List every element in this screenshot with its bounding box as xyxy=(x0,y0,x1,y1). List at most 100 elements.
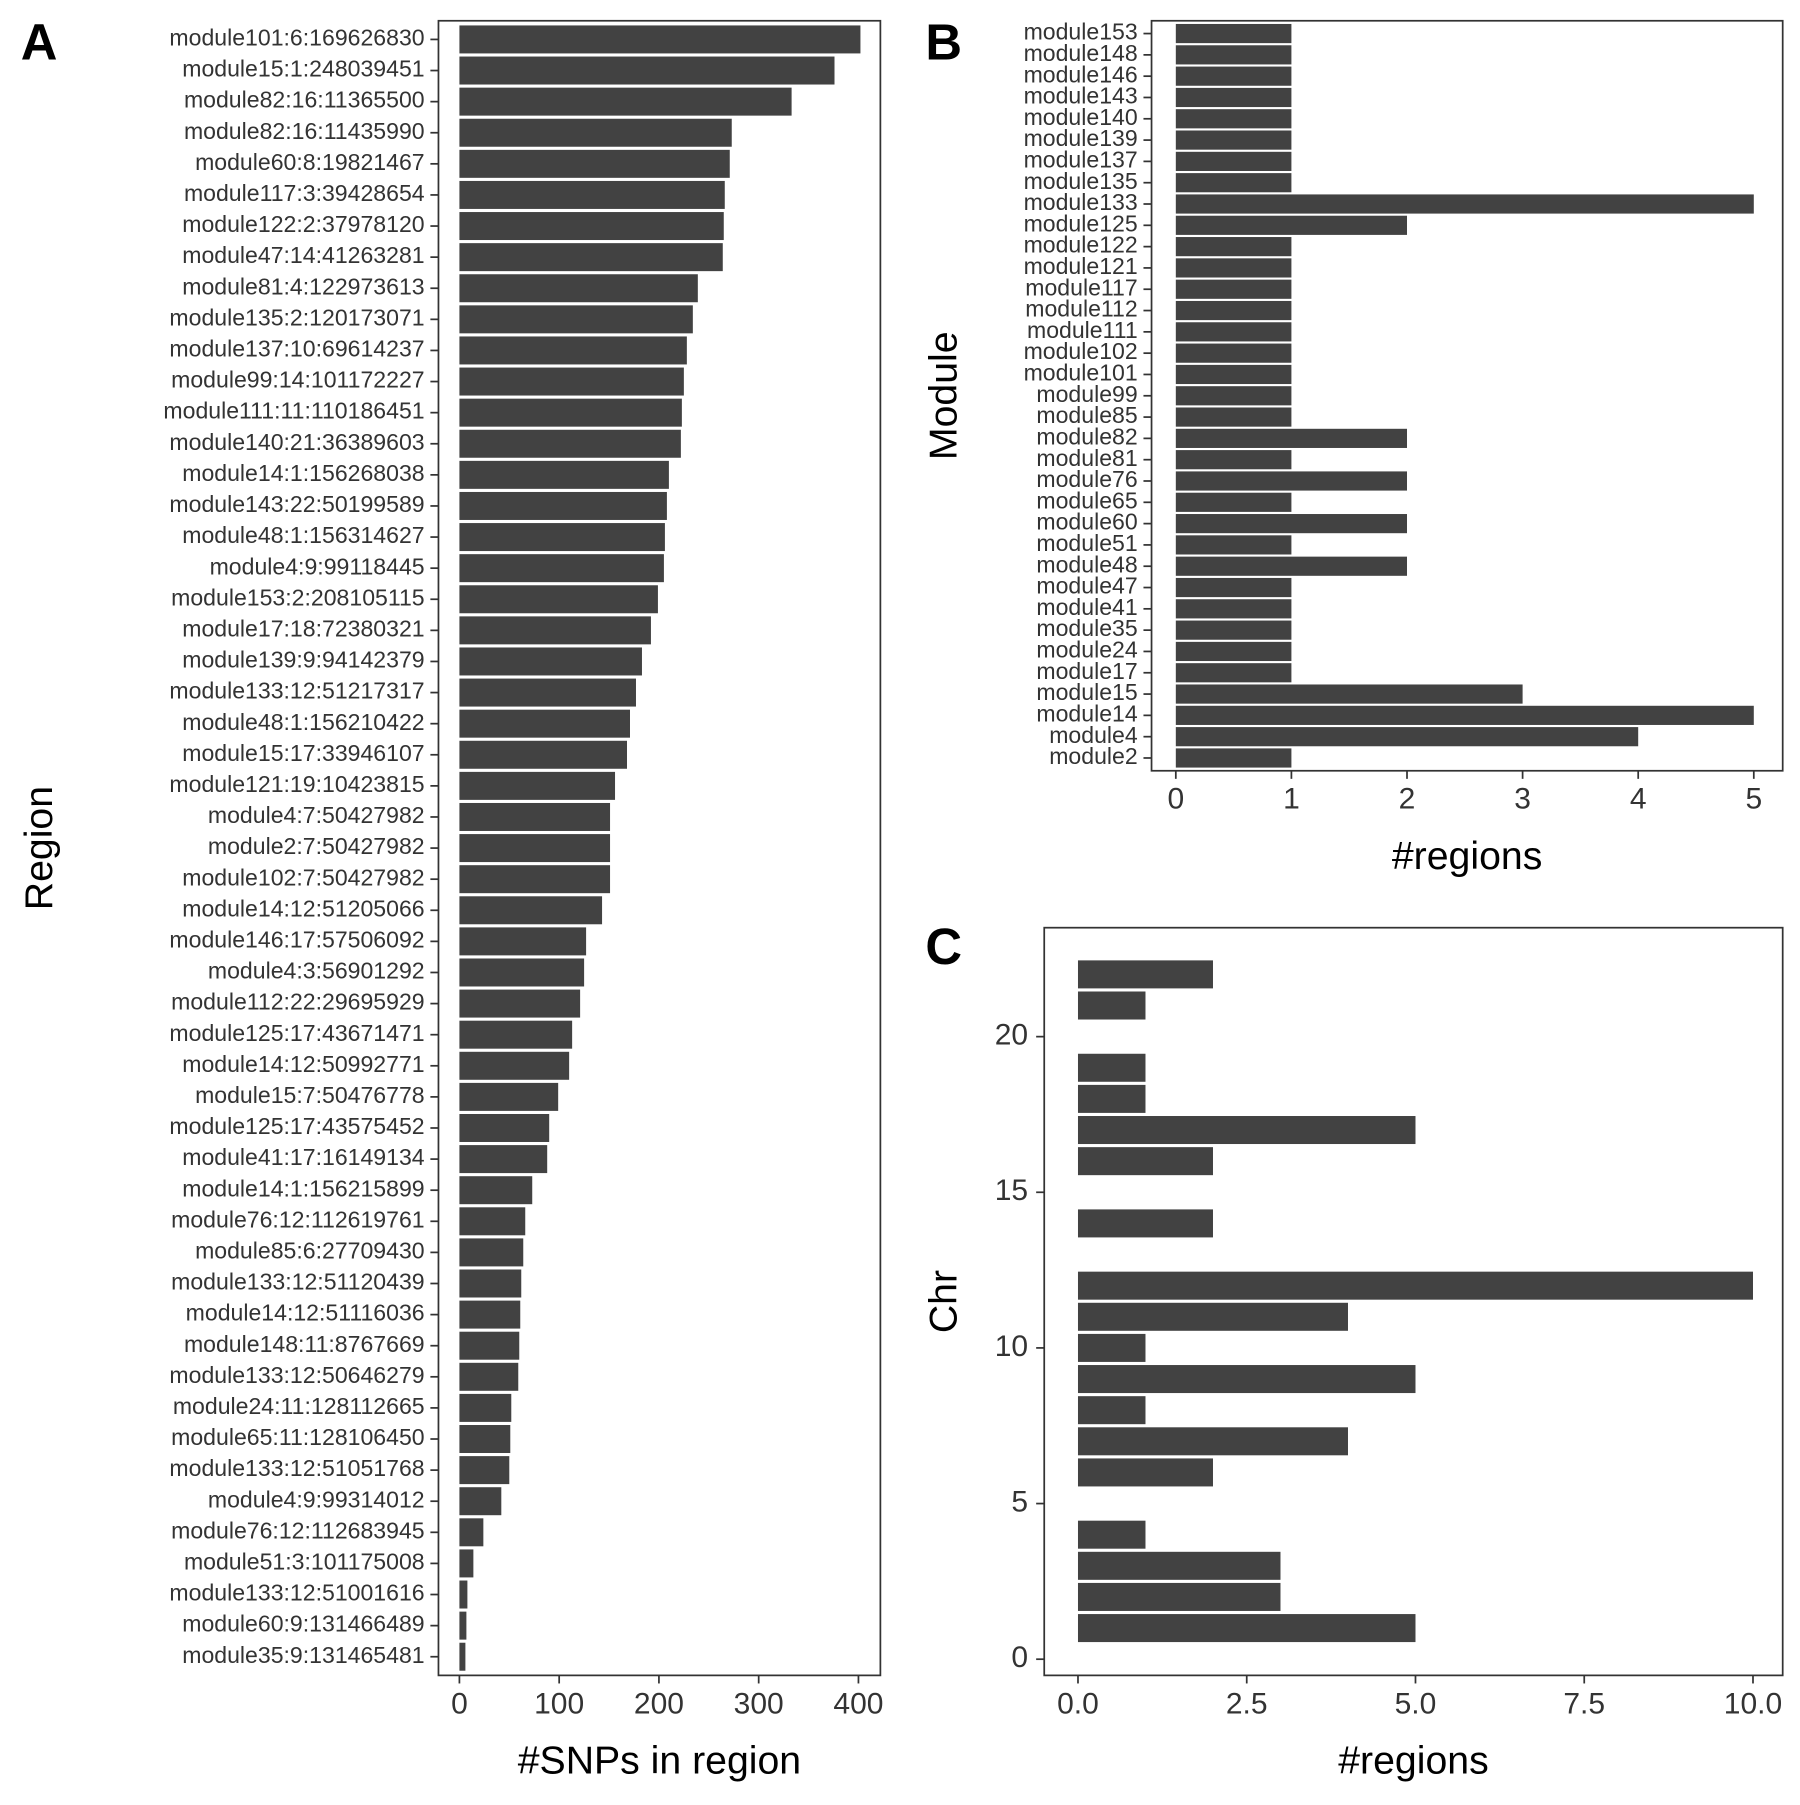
y-tick-label: module4:9:99118445 xyxy=(210,553,425,579)
bar xyxy=(459,989,581,1018)
bar xyxy=(1175,300,1292,321)
y-tick-label: module51 xyxy=(1036,530,1137,556)
y-tick-label: module133:12:51051768 xyxy=(169,1455,424,1481)
y-tick-label: module82 xyxy=(1036,423,1137,449)
y-tick-label: module133:12:51217317 xyxy=(169,678,424,704)
y-tick-label: module15 xyxy=(1036,679,1137,705)
bar xyxy=(1175,556,1408,576)
bar xyxy=(459,180,725,209)
bar xyxy=(459,491,667,520)
y-tick-label: module14:1:156268038 xyxy=(182,460,424,486)
bar xyxy=(1077,1582,1281,1611)
bar xyxy=(1175,492,1292,512)
x-tick-label: 3 xyxy=(1514,783,1531,816)
y-tick-label: module133:12:51001616 xyxy=(169,1580,424,1606)
y-tick-label: module60:9:131466489 xyxy=(182,1611,424,1637)
bar xyxy=(1175,151,1292,171)
bar xyxy=(1077,1396,1146,1425)
y-tick-label: module140 xyxy=(1024,104,1138,130)
y-tick-label: module51:3:101175008 xyxy=(184,1549,425,1575)
y-tick-label: module4:9:99314012 xyxy=(208,1486,425,1512)
bar xyxy=(1175,279,1292,299)
y-tick-label: module81 xyxy=(1036,445,1137,471)
bar xyxy=(459,1393,512,1422)
y-tick-label: module14:12:50992771 xyxy=(182,1051,424,1077)
y-tick-label: module148 xyxy=(1024,40,1138,66)
y-tick-label: module76:12:112683945 xyxy=(171,1517,424,1543)
y-tick-label: module48:1:156210422 xyxy=(182,709,424,735)
bar xyxy=(1175,663,1292,683)
y-tick-label: module112 xyxy=(1025,296,1137,322)
y-tick-label: module14 xyxy=(1036,700,1137,726)
panel-letter: C xyxy=(925,918,962,975)
bar xyxy=(459,1331,520,1360)
bar xyxy=(1175,428,1408,448)
y-tick-label: module14:1:156215899 xyxy=(182,1175,424,1201)
bar xyxy=(459,118,732,147)
bar xyxy=(459,802,611,831)
bar xyxy=(459,1642,466,1671)
y-tick-label: module14:12:51205066 xyxy=(182,895,424,921)
y-tick-label: module117:3:39428654 xyxy=(184,180,425,206)
y-tick-label: module153:2:208105115 xyxy=(171,584,424,610)
y-tick-label: module111 xyxy=(1027,317,1138,343)
y-tick-label: module139:9:94142379 xyxy=(182,647,424,673)
bar xyxy=(459,834,611,863)
bar xyxy=(459,709,630,738)
panel-letter: A xyxy=(21,14,58,71)
y-tick-label: module82:16:11365500 xyxy=(184,87,425,113)
bar xyxy=(459,616,651,645)
panel-border xyxy=(1043,926,1784,1677)
y-tick-label: module143 xyxy=(1024,83,1138,109)
bar xyxy=(1175,599,1292,619)
bar xyxy=(1077,1427,1348,1456)
bar xyxy=(459,1456,510,1485)
bar xyxy=(1077,1209,1213,1238)
bar xyxy=(1175,109,1292,129)
bar xyxy=(459,305,693,334)
bar xyxy=(459,740,628,769)
y-tick-label: module35 xyxy=(1036,615,1137,641)
bar xyxy=(459,1238,524,1267)
bar xyxy=(459,1145,548,1174)
y-axis-title: Module xyxy=(922,331,966,460)
x-tick-label: 2.5 xyxy=(1226,1687,1268,1720)
y-tick-label: module48 xyxy=(1036,551,1137,577)
bar xyxy=(1175,514,1408,534)
bar xyxy=(1175,343,1292,363)
bar xyxy=(1175,215,1408,235)
y-tick-label: module139 xyxy=(1024,125,1138,151)
y-tick-label: module125:17:43671471 xyxy=(169,1020,424,1046)
x-tick-label: 100 xyxy=(534,1687,584,1720)
bar xyxy=(1175,748,1292,768)
bar xyxy=(459,1207,526,1236)
x-tick-label: 7.5 xyxy=(1563,1687,1605,1720)
bar xyxy=(1175,130,1292,150)
x-tick-label: 300 xyxy=(734,1687,784,1720)
y-tick-label: module17:18:72380321 xyxy=(182,615,424,641)
bar xyxy=(1175,23,1292,44)
bar xyxy=(1175,173,1292,193)
y-tick-label: 5 xyxy=(1011,1485,1028,1518)
y-tick-label: module4:7:50427982 xyxy=(208,802,425,828)
x-tick-label: 4 xyxy=(1630,783,1647,816)
y-tick-label: module76 xyxy=(1036,466,1137,492)
y-tick-label: module41 xyxy=(1036,594,1137,620)
bar xyxy=(1077,1520,1146,1549)
y-tick-label: module17 xyxy=(1036,658,1137,684)
y-tick-label: module2 xyxy=(1049,743,1137,769)
bar xyxy=(459,274,698,303)
y-tick-label: 0 xyxy=(1011,1641,1028,1674)
x-tick-label: 2 xyxy=(1399,783,1416,816)
bar xyxy=(459,896,603,925)
bar xyxy=(1175,620,1292,640)
bar xyxy=(1175,577,1292,598)
bar xyxy=(1175,535,1292,555)
bar xyxy=(1077,1365,1416,1394)
bar xyxy=(1077,1116,1416,1145)
y-tick-label: module4 xyxy=(1049,722,1138,748)
y-tick-label: module140:21:36389603 xyxy=(169,429,424,455)
y-tick-label: module121 xyxy=(1024,253,1138,279)
